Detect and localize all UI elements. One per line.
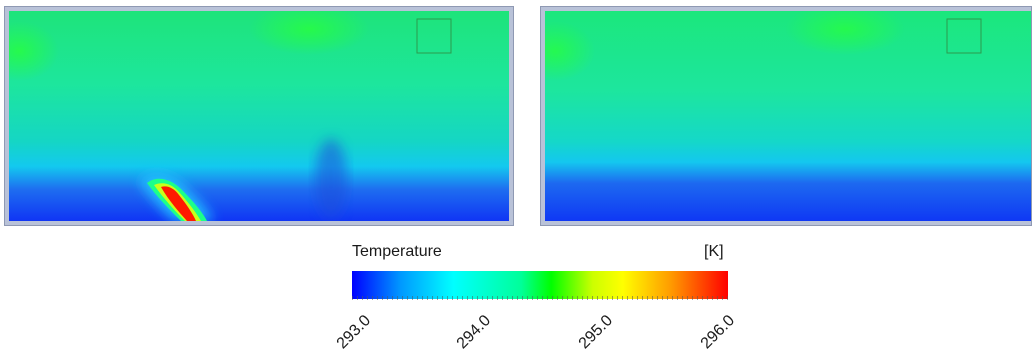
right-contour-plot [545,11,1031,221]
legend-title: Temperature [352,243,442,260]
tick-label-293: 293.0 [333,312,375,353]
right-square-outline [946,18,982,54]
tick-label-295: 295.0 [575,312,617,353]
colorbar-ticks [352,296,728,300]
left-contour-plot [9,11,509,221]
left-contour-panel [4,6,514,226]
hot-plume [139,173,214,221]
tick-label-296: 296.0 [697,312,739,353]
right-contour-panel [540,6,1032,226]
tick-label-294: 294.0 [453,312,495,353]
legend-unit: [K] [704,243,724,260]
left-square-outline [416,18,452,54]
temperature-colorbar [352,271,728,299]
